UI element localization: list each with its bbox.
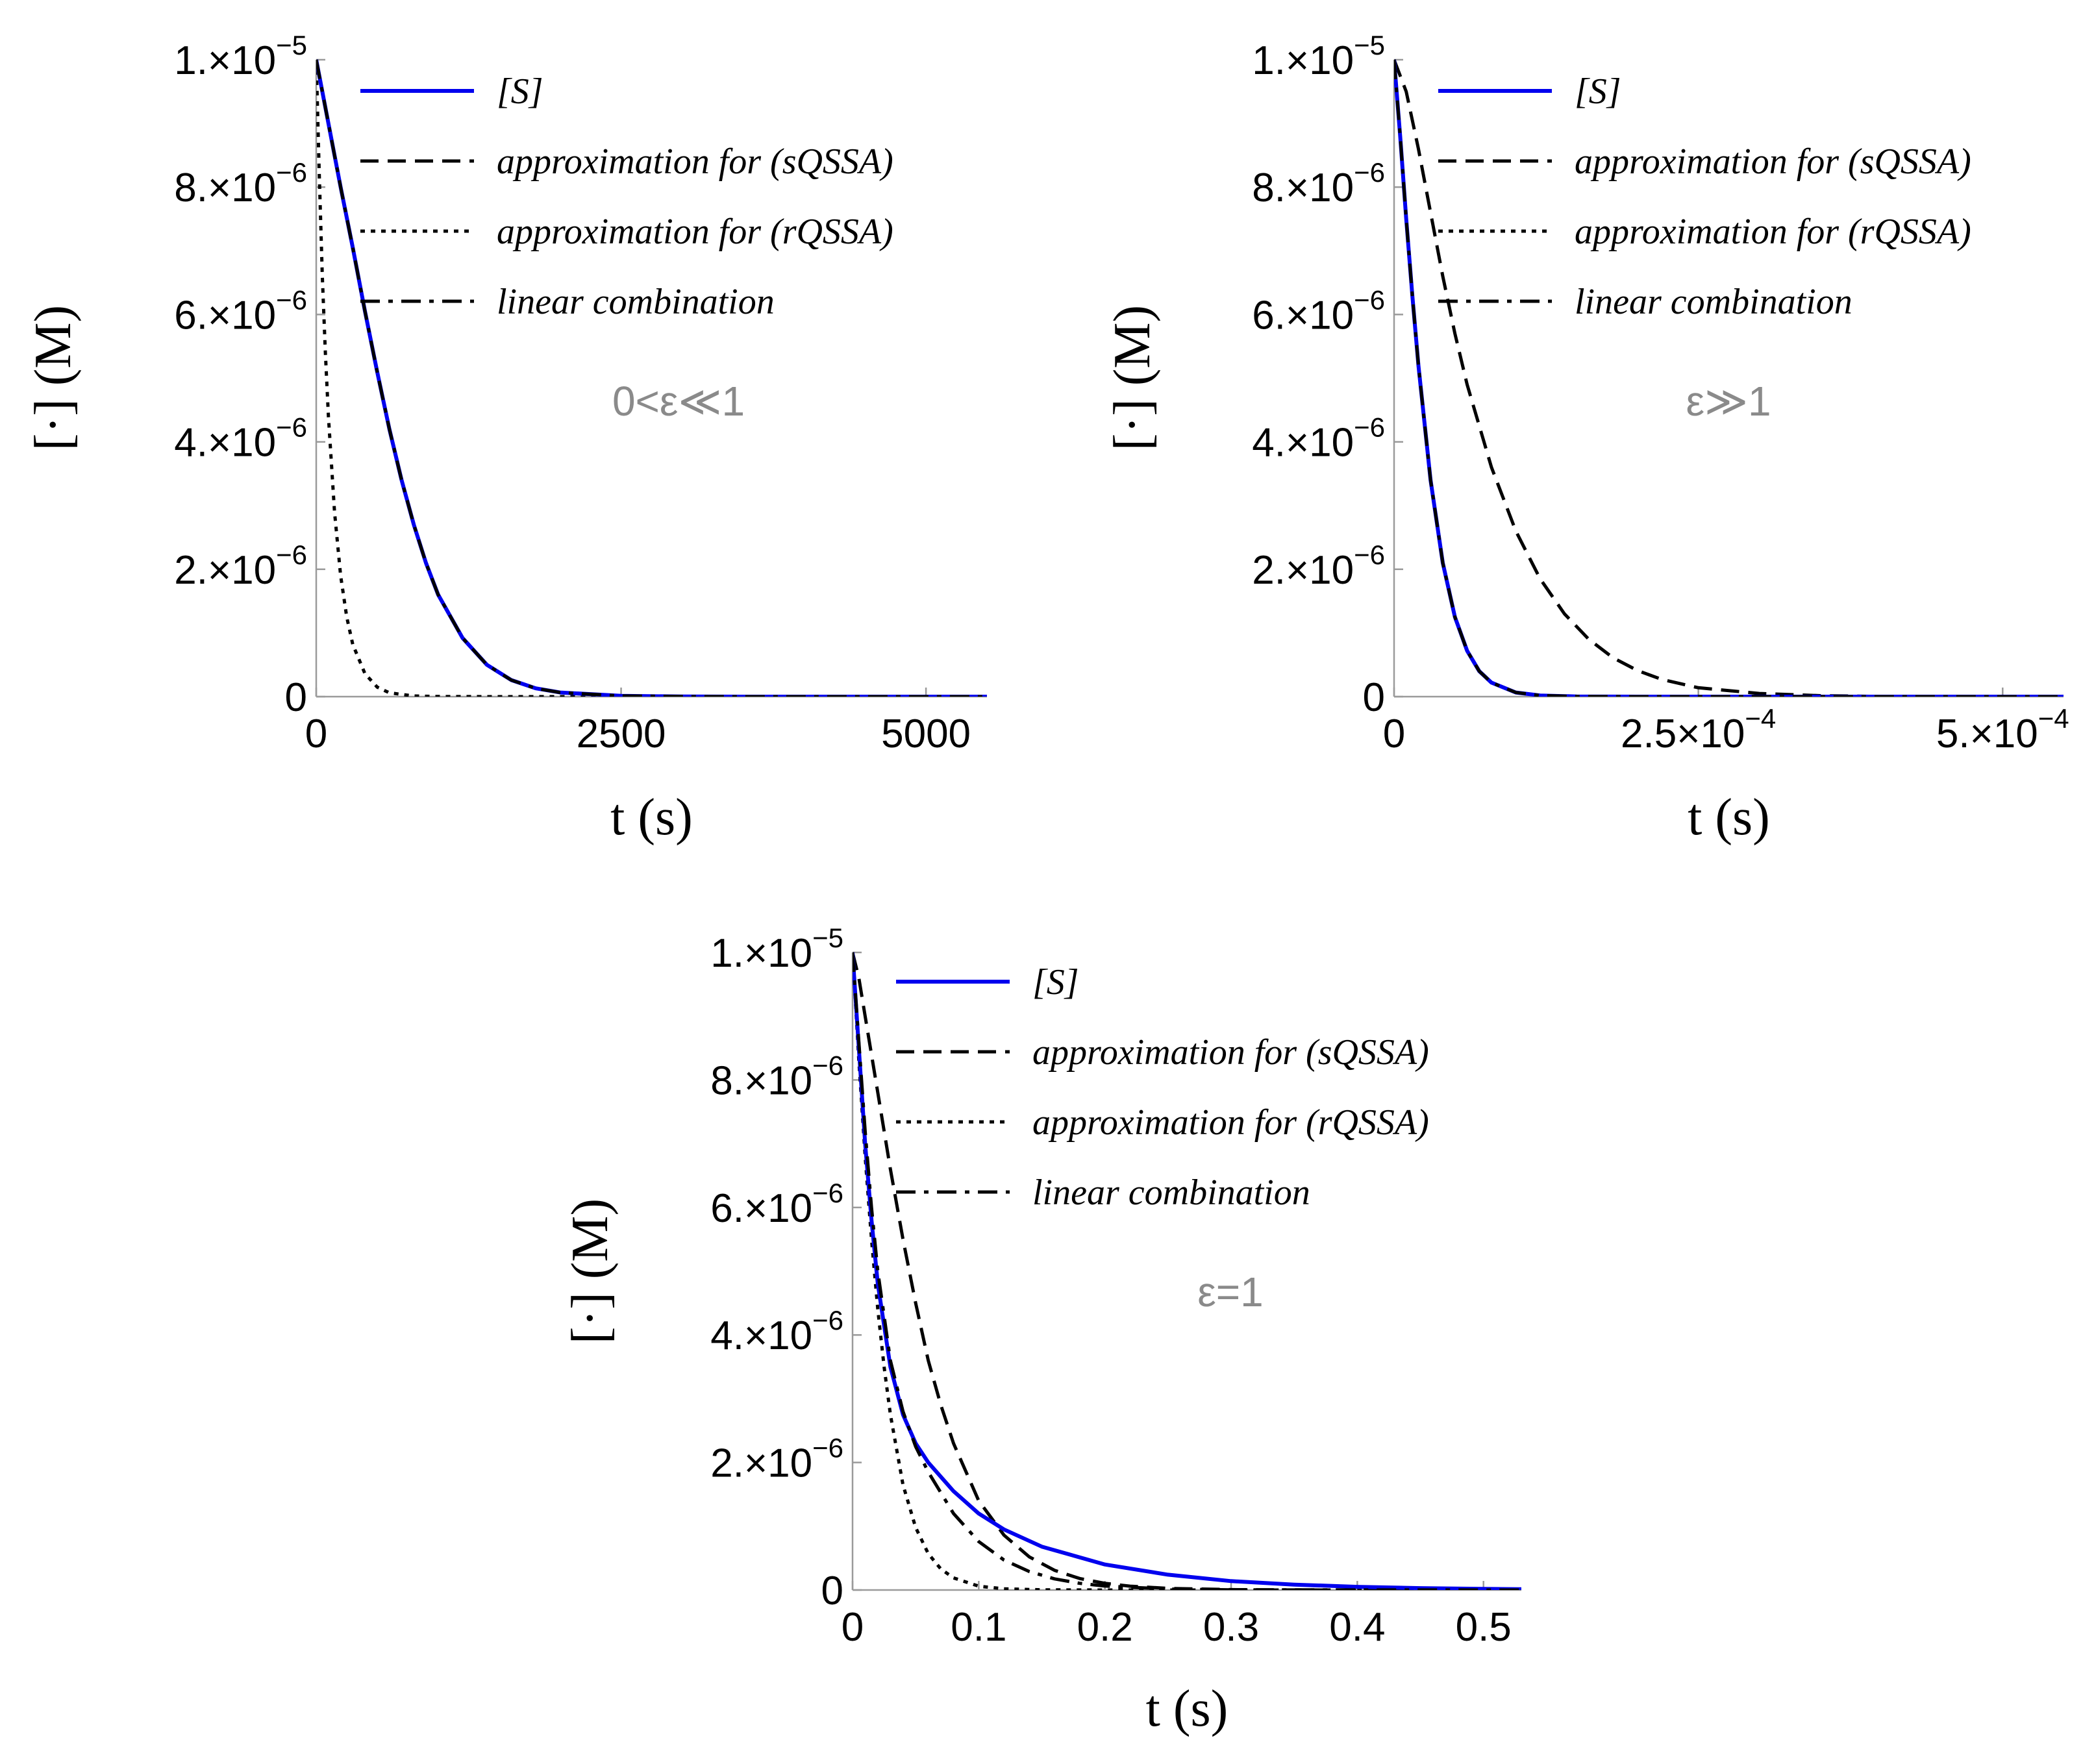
x-tick-label: 0.1 [951, 1605, 1006, 1650]
legend-label: [S] [1032, 962, 1079, 1002]
y-tick-label: 4.×10−6 [710, 1305, 843, 1358]
series-line-dashdot [316, 59, 987, 697]
legend: [S] approximation for (sQSSA) approximatio… [896, 962, 1429, 1213]
series-line-dashed [1394, 59, 2064, 697]
legend-label: approximation for (rQSSA) [497, 212, 893, 252]
y-tick-label: 8.×10−6 [710, 1050, 843, 1103]
y-tick-label: 2.×10−6 [1252, 540, 1385, 593]
x-axis-title: t (s) [610, 789, 693, 846]
series-line-dotted [316, 59, 987, 697]
legend-label: approximation for (rQSSA) [1032, 1102, 1429, 1143]
y-axis-title: [·] (M) [1104, 305, 1161, 451]
y-tick-label: 2.×10−6 [174, 540, 307, 593]
x-axis-title: t (s) [1688, 789, 1770, 846]
x-tick-label: 0.4 [1329, 1605, 1385, 1650]
legend-label: linear combination [1032, 1173, 1310, 1213]
x-tick-label: 0 [1383, 712, 1405, 756]
x-axis-title: t (s) [1146, 1680, 1229, 1737]
x-tick-label: 0.3 [1203, 1605, 1259, 1650]
legend-label: [S] [497, 71, 543, 112]
y-tick-label: 8.×10−6 [174, 157, 307, 210]
legend-label: approximation for (sQSSA) [1575, 142, 1971, 182]
y-tick-label: 1.×10−5 [174, 30, 307, 83]
chart-panel-2: 0 2.×10−6 4.×10−6 6.×10−6 8.×10−6 1.×10−5 0 2.5… [1104, 30, 2069, 846]
series-line-dashdot [853, 952, 1521, 1590]
x-tick-label: 5000 [881, 712, 971, 756]
y-tick-label: 2.×10−6 [710, 1433, 843, 1486]
y-axis-title: [·] (M) [562, 1199, 619, 1344]
x-tick-label: 5.×10−4 [1936, 703, 2069, 756]
x-tick-label: 0.2 [1077, 1605, 1133, 1650]
x-tick-label: 2500 [577, 712, 666, 756]
regime-annotation: ε=1 [1197, 1269, 1264, 1315]
x-tick-label: 0 [842, 1605, 864, 1650]
series-line-dashed [853, 952, 1521, 1590]
y-axis-title: [·] (M) [25, 305, 82, 451]
y-tick-label: 1.×10−5 [1252, 30, 1385, 83]
y-tick-label: 0 [285, 675, 307, 720]
y-tick-label: 6.×10−6 [174, 284, 307, 338]
y-tick-label: 6.×10−6 [710, 1178, 843, 1231]
legend: [S] approximation for (sQSSA) approximatio… [1438, 71, 1971, 322]
y-tick-label: 6.×10−6 [1252, 284, 1385, 338]
chart-panel-3: 0 2.×10−6 4.×10−6 6.×10−6 8.×10−6 1.×10−5 0 0.1… [562, 923, 1521, 1737]
legend: [S] approximation for (sQSSA) approximatio… [360, 71, 893, 322]
x-tick-label: 0.5 [1456, 1605, 1512, 1650]
y-tick-label: 0 [821, 1569, 843, 1613]
legend-label: approximation for (sQSSA) [497, 142, 893, 182]
y-tick-label: 0 [1363, 675, 1385, 720]
legend-label: [S] [1575, 71, 1621, 112]
legend-label: linear combination [497, 282, 775, 322]
x-tick-label: 0 [305, 712, 327, 756]
legend-label: linear combination [1575, 282, 1852, 322]
y-tick-label: 4.×10−6 [174, 412, 307, 466]
regime-annotation: 0<ε≪1 [612, 378, 745, 425]
x-tick-label: 2.5×10−4 [1621, 703, 1776, 756]
y-tick-label: 8.×10−6 [1252, 157, 1385, 210]
y-tick-label: 1.×10−5 [710, 923, 843, 976]
chart-panel-1: 0 2.×10−6 4.×10−6 6.×10−6 8.×10−6 1.×10−5 0 250… [25, 30, 987, 846]
series-line-dashdot [1394, 59, 2064, 697]
legend-label: approximation for (rQSSA) [1575, 212, 1971, 252]
legend-label: approximation for (sQSSA) [1032, 1032, 1429, 1073]
regime-annotation: ε≫1 [1686, 378, 1771, 425]
y-tick-label: 4.×10−6 [1252, 412, 1385, 466]
